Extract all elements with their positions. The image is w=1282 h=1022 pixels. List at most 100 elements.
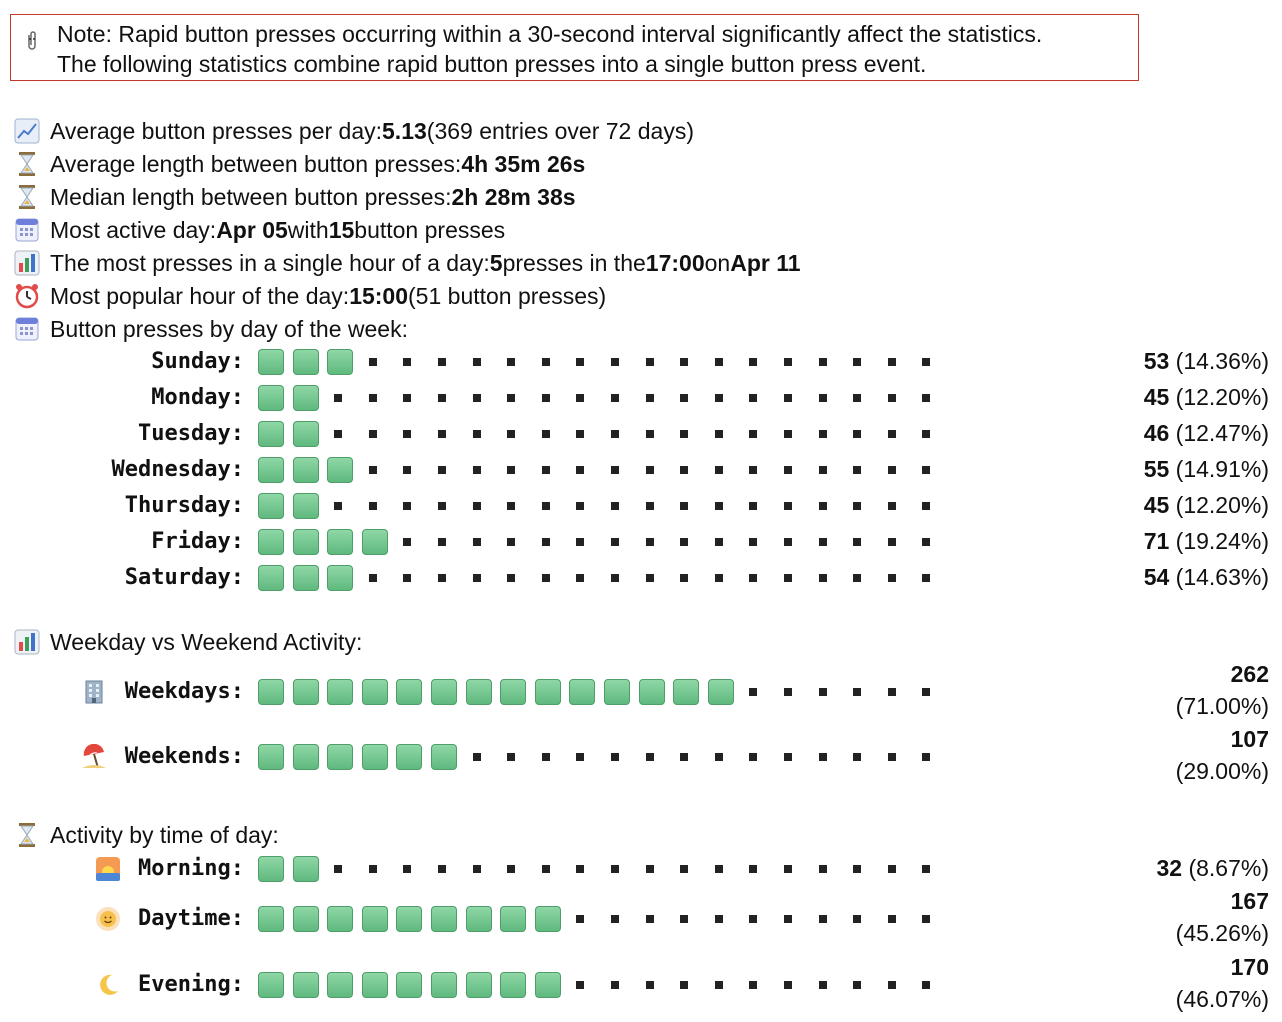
timeofday-section-title: Activity by time of day: <box>14 820 279 850</box>
bar-block-filled <box>292 972 319 998</box>
bar-chart-icon <box>14 250 40 276</box>
bar-block-filled <box>361 679 388 705</box>
bar-block-empty <box>673 493 708 519</box>
bar-block-empty <box>915 565 950 591</box>
row-value: 71 (19.24%) <box>1144 528 1269 555</box>
row-count: 54 <box>1143 564 1170 590</box>
bar-block-empty <box>639 529 674 555</box>
bar <box>258 421 950 447</box>
bar-block-empty <box>535 744 570 770</box>
stat-row: Evening: 170 (46.07%) <box>0 954 1282 1012</box>
row-percent: (46.07%) <box>1175 986 1269 1012</box>
bar-block-empty <box>846 349 881 375</box>
bar-block-empty <box>915 457 950 483</box>
row-label: Friday: <box>151 529 244 554</box>
bar-block-empty <box>569 856 604 882</box>
bar-block-empty <box>742 529 777 555</box>
bar-block-empty <box>362 349 397 375</box>
bar-block-filled <box>292 744 319 770</box>
bar-block-empty <box>708 972 743 998</box>
bar-block-empty <box>639 349 674 375</box>
bar-block-empty <box>915 385 950 411</box>
bar-block-empty <box>881 493 916 519</box>
bar-block-empty <box>846 493 881 519</box>
row-count: 262 <box>1230 661 1269 687</box>
row-count-wrap: 262 <box>1231 661 1269 688</box>
bar-block-filled <box>396 972 423 998</box>
bar-block-empty <box>742 457 777 483</box>
bar-block-empty <box>777 529 812 555</box>
row-value: 32 (8.67%) <box>1156 855 1269 882</box>
bar-block-empty <box>362 385 397 411</box>
bar-block-empty <box>915 679 950 705</box>
bar-block-empty <box>466 744 501 770</box>
bar-block-filled <box>258 972 284 998</box>
bar-block-empty <box>742 565 777 591</box>
bar-block-empty <box>812 457 847 483</box>
bar-block-empty <box>777 349 812 375</box>
bar-block-filled <box>258 385 284 411</box>
bar-block-filled <box>430 679 457 705</box>
bar-block-filled <box>292 493 319 519</box>
bar-block-empty <box>604 349 639 375</box>
bar-block-filled <box>361 529 388 555</box>
row-count: 53 <box>1143 348 1170 374</box>
bar-block-empty <box>881 385 916 411</box>
bar <box>258 906 950 932</box>
row-label: Morning: <box>138 856 244 881</box>
bar-block-empty <box>812 529 847 555</box>
bar-block-empty <box>742 493 777 519</box>
weekend-section-title: Weekday vs Weekend Activity: <box>14 627 362 657</box>
bar-block-filled <box>292 529 319 555</box>
bar-block-empty <box>639 493 674 519</box>
bar-block-filled <box>258 457 284 483</box>
bar <box>258 565 950 591</box>
stat-row: Wednesday: 55 (14.91%) <box>0 456 1282 487</box>
bar-block-filled <box>396 744 423 770</box>
bar-block-empty <box>535 493 570 519</box>
bar-block-empty <box>673 457 708 483</box>
bar-block-empty <box>639 972 674 998</box>
bar-block-filled <box>430 972 457 998</box>
bar-block-empty <box>431 385 466 411</box>
bar-block-empty <box>673 385 708 411</box>
bar-block-empty <box>604 457 639 483</box>
bar-block-empty <box>500 493 535 519</box>
bar-block-empty <box>846 972 881 998</box>
stat-most-active-day: Most active day: Apr 05 with 15 button p… <box>14 215 505 245</box>
bar-block-empty <box>812 679 847 705</box>
bar-block-empty <box>812 565 847 591</box>
bar-block-empty <box>535 385 570 411</box>
bar-block-empty <box>396 457 431 483</box>
bar <box>258 349 950 375</box>
bar-block-empty <box>327 421 362 447</box>
bar-block-empty <box>569 385 604 411</box>
bar-block-empty <box>777 679 812 705</box>
bar-block-empty <box>604 385 639 411</box>
bar-block-filled <box>500 906 527 932</box>
bar-block-filled <box>258 493 284 519</box>
bar-block-empty <box>639 565 674 591</box>
paperclip-icon <box>28 31 36 50</box>
bar-block-filled <box>258 856 284 882</box>
crescent-moon-icon <box>100 974 118 995</box>
row-count: 32 <box>1156 855 1183 881</box>
bar-block-empty <box>777 906 812 932</box>
bar-block-filled <box>292 565 319 591</box>
bar-block-empty <box>327 856 362 882</box>
bar-block-filled <box>258 906 284 932</box>
weekly-section-title: Button presses by day of the week: <box>14 314 408 344</box>
bar-block-empty <box>777 856 812 882</box>
bar-block-filled <box>361 744 388 770</box>
calendar-icon <box>15 317 39 341</box>
bar-block-empty <box>639 421 674 447</box>
bar-block-empty <box>639 744 674 770</box>
row-count-wrap: 170 <box>1231 954 1269 981</box>
bar-block-filled <box>673 679 700 705</box>
bar-block-empty <box>742 679 777 705</box>
stat-row: Thursday: 45 (12.20%) <box>0 492 1282 523</box>
bar <box>258 493 950 519</box>
bar-block-empty <box>812 493 847 519</box>
bar-block-empty <box>431 349 466 375</box>
bar-block-filled <box>327 679 354 705</box>
